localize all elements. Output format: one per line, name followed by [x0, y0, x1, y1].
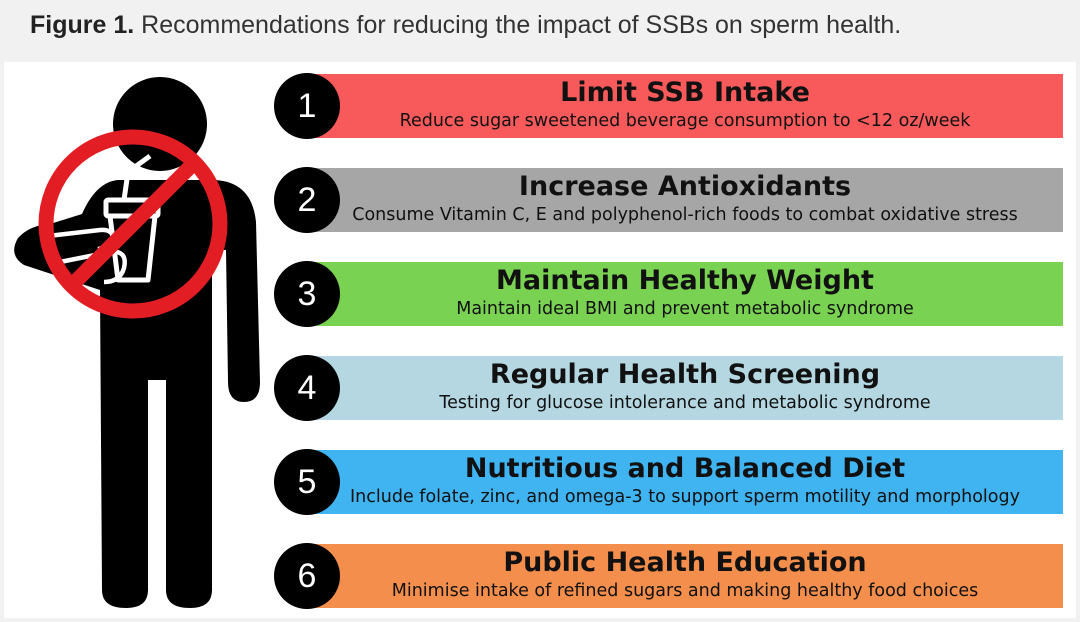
recommendation-description: Maintain ideal BMI and prevent metabolic… [456, 299, 914, 319]
recommendation-title: Public Health Education [503, 547, 867, 578]
recommendation-title: Regular Health Screening [489, 359, 881, 390]
person-silhouette-icon [14, 77, 261, 608]
recommendation-description: Reduce sugar sweetened beverage consumpt… [399, 111, 971, 131]
recommendation-bar-2: Increase Antioxidants Consume Vitamin C,… [307, 168, 1063, 232]
recommendation-bar-3: Maintain Healthy Weight Maintain ideal B… [307, 262, 1063, 326]
step-number-2: 2 [274, 167, 340, 233]
step-number-5: 5 [274, 449, 340, 515]
step-number-1: 1 [274, 73, 340, 139]
recommendation-title: Maintain Healthy Weight [496, 265, 874, 296]
no-sugary-drink-icon [38, 129, 228, 319]
recommendation-description: Testing for glucose intolerance and meta… [439, 393, 931, 413]
recommendation-title: Increase Antioxidants [518, 171, 852, 202]
figure-caption-text: Recommendations for reducing the impact … [134, 11, 902, 39]
recommendation-description: Consume Vitamin C, E and polyphenol-rich… [352, 205, 1018, 225]
figure-caption-label: Figure 1. [30, 11, 135, 39]
prohibition-ring [38, 129, 228, 319]
step-number-6: 6 [274, 543, 340, 609]
recommendation-bar-5: Nutritious and Balanced Diet Include fol… [307, 450, 1063, 514]
step-number-3: 3 [274, 261, 340, 327]
prohibition-slash [66, 157, 200, 291]
recommendation-description: Minimise intake of refined sugars and ma… [391, 581, 979, 601]
figure-caption: Figure 1. Recommendations for reducing t… [30, 11, 901, 40]
recommendation-title: Limit SSB Intake [560, 77, 810, 108]
recommendation-title: Nutritious and Balanced Diet [464, 453, 906, 484]
recommendation-description: Include folate, zinc, and omega-3 to sup… [350, 487, 1020, 507]
person-figure [14, 77, 261, 608]
recommendation-bar-4: Regular Health Screening Testing for glu… [307, 356, 1063, 420]
step-number-4: 4 [274, 355, 340, 421]
recommendation-bar-6: Public Health Education Minimise intake … [307, 544, 1063, 608]
recommendation-bar-1: Limit SSB Intake Reduce sugar sweetened … [307, 74, 1063, 138]
